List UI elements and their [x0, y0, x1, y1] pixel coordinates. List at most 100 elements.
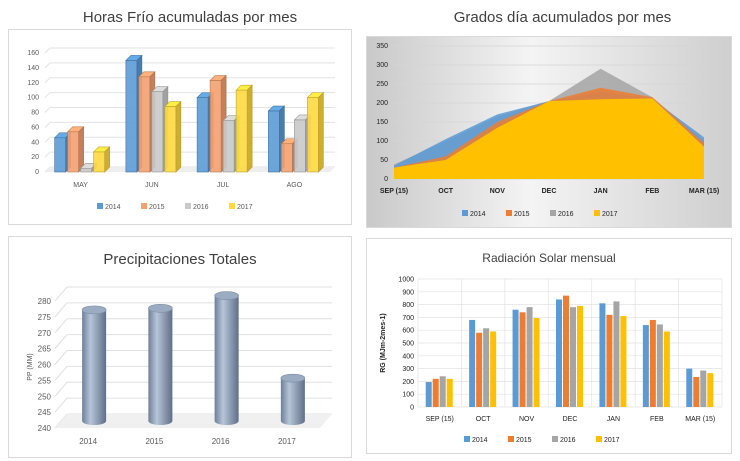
c4-bar-2015-JAN	[606, 314, 613, 407]
c1-bar-2016-JUN	[151, 91, 164, 173]
c1-bar-2015-AGO	[281, 143, 293, 173]
c3-grid-diag	[54, 366, 68, 381]
c1-ytick: 120	[27, 80, 39, 87]
c1-ytick: 60	[31, 124, 39, 131]
c3-ytick: 270	[38, 329, 52, 338]
c3-xtick: 2014	[79, 437, 97, 446]
c3-grid-diag	[54, 334, 68, 349]
c4-ytick: 600	[402, 328, 414, 335]
c3-cylinder-2014	[82, 309, 107, 425]
c1-xtick: MAY	[73, 182, 88, 189]
c4-ytick: 900	[402, 289, 414, 296]
c1-grid-diag	[44, 77, 51, 84]
c1-ytick: 100	[27, 95, 39, 102]
c1-bar-side	[175, 100, 182, 173]
c4-xtick: OCT	[476, 416, 492, 423]
c4-bar-2015-MAR (15)	[693, 376, 700, 407]
c4-bar-2015-NOV	[519, 312, 526, 407]
legend-swatch-2016	[185, 203, 191, 209]
c4-bar-2014-OCT	[469, 319, 476, 407]
c3-ytick: 255	[38, 376, 52, 385]
c2-ytick: 100	[376, 138, 388, 145]
c2-area-2017	[394, 98, 704, 179]
legend-label-2017: 2017	[604, 437, 620, 444]
c3-cylinder-2017	[280, 378, 305, 425]
c4-bar-2017-FEB	[663, 331, 670, 407]
legend-swatch-2016	[550, 210, 556, 216]
c3-grid-diag	[54, 286, 68, 302]
c4-ytick: 0	[410, 405, 414, 412]
legend-swatch-2017	[229, 203, 235, 209]
legend-label-2015: 2015	[514, 211, 530, 218]
c2-ytick: 300	[376, 62, 388, 69]
c1-ytick: 140	[27, 65, 39, 72]
c3-cylinder-top	[214, 291, 239, 300]
c4-bar-2016-MAR (15)	[700, 370, 707, 407]
legend-swatch-2015	[141, 203, 147, 209]
c4-ytick: 400	[402, 353, 414, 360]
c4-xtick: SEP (15)	[426, 416, 454, 423]
c1-xtick: JUL	[217, 182, 230, 189]
c2-xtick: OCT	[438, 188, 454, 195]
legend-swatch-2017	[594, 210, 600, 216]
c2-xtick: NOV	[490, 188, 506, 195]
c1-bar-2014-JUN	[125, 60, 138, 173]
c4-xtick: DEC	[563, 416, 578, 423]
chart4-title: Radiación Solar mensual	[482, 251, 615, 265]
c2-xtick: DEC	[542, 188, 557, 195]
legend-label-2014: 2014	[470, 211, 486, 218]
c3-grid-diag	[54, 302, 68, 318]
c1-bar-2017-MAY	[93, 151, 105, 173]
c4-bar-2014-SEP (15)	[425, 382, 432, 407]
c3-xtick: 2017	[278, 437, 296, 446]
c3-cylinder-2015	[148, 308, 173, 425]
c1-ytick: 20	[31, 154, 39, 161]
c3-ytick: 250	[38, 392, 52, 401]
chart1-title: Horas Frío acumuladas por mes	[82, 9, 298, 26]
c1-bar-2014-JUL	[196, 97, 209, 173]
c3-cylinder-top	[81, 305, 107, 315]
c2-ytick: 350	[376, 43, 388, 50]
c4-xtick: NOV	[519, 416, 535, 423]
chart4-panel	[366, 238, 732, 454]
legend-swatch-2015	[506, 210, 512, 216]
c4-ytick: 200	[402, 379, 414, 386]
c1-ytick: 0	[35, 169, 39, 176]
c3-xtick: 2016	[212, 437, 230, 446]
legend-swatch-2015	[508, 436, 514, 442]
c3-cylinder-top	[280, 373, 306, 383]
c1-grid-diag	[44, 122, 51, 128]
c4-ytick: 500	[402, 341, 414, 348]
c4-bar-2016-NOV	[526, 307, 533, 407]
c1-bar-2016-MAY	[80, 167, 92, 173]
c4-bar-2014-DEC	[556, 299, 562, 407]
legend-swatch-2016	[552, 436, 558, 442]
c3-cylinder-top	[148, 303, 173, 313]
c3-xtick: 2015	[145, 437, 163, 446]
c1-bar-side	[246, 84, 253, 173]
c1-grid-diag	[44, 151, 51, 158]
c4-xtick: JAN	[607, 416, 620, 423]
c4-bar-2014-NOV	[512, 309, 519, 407]
c1-bar-2014-AGO	[268, 110, 280, 173]
c1-bar-side	[318, 91, 324, 173]
c3-ytick: 280	[38, 297, 52, 306]
legend-swatch-2014	[97, 203, 103, 209]
c4-bar-2015-OCT	[476, 332, 483, 407]
c1-bar-2017-AGO	[307, 97, 319, 173]
c2-xtick: JAN	[594, 188, 608, 195]
c4-ytick: 800	[402, 302, 414, 309]
c1-bar-2017-JUN	[164, 106, 177, 173]
c4-ytick: 700	[402, 315, 414, 322]
c1-bar-2015-MAY	[67, 131, 79, 173]
c1-xtick: JUN	[145, 182, 159, 189]
c1-grid-diag	[44, 92, 51, 98]
c1-grid-diag	[44, 136, 51, 143]
c3-ylabel: PP (MM)	[27, 353, 34, 380]
c4-bar-2016-DEC	[570, 307, 576, 407]
legend-label-2016: 2016	[558, 211, 574, 218]
c4-bar-2017-OCT	[490, 331, 497, 407]
c1-bar-2016-AGO	[294, 119, 306, 173]
legend-label-2016: 2016	[560, 437, 576, 444]
